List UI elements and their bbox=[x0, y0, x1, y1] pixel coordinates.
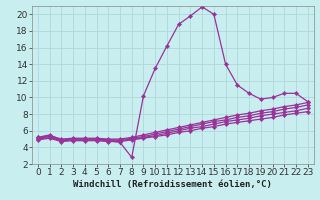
X-axis label: Windchill (Refroidissement éolien,°C): Windchill (Refroidissement éolien,°C) bbox=[73, 180, 272, 189]
